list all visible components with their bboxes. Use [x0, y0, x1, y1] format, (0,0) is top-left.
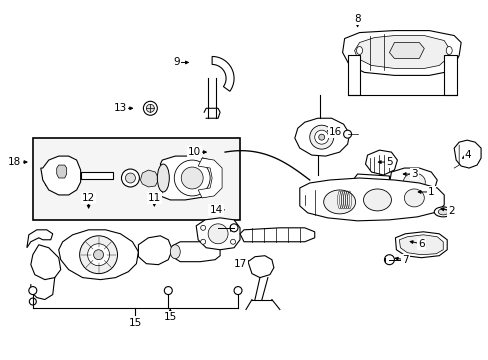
Polygon shape — [57, 165, 66, 178]
Ellipse shape — [29, 287, 37, 294]
Text: 8: 8 — [353, 14, 360, 24]
Ellipse shape — [121, 169, 139, 187]
Polygon shape — [196, 218, 240, 250]
Ellipse shape — [230, 225, 235, 230]
Ellipse shape — [234, 287, 242, 294]
Text: 11: 11 — [147, 193, 161, 203]
Text: 14: 14 — [209, 205, 222, 215]
Polygon shape — [347, 55, 359, 95]
Ellipse shape — [363, 189, 390, 211]
Polygon shape — [212, 57, 234, 91]
Text: 3: 3 — [410, 169, 417, 179]
Polygon shape — [365, 150, 397, 175]
Text: 9: 9 — [173, 58, 179, 67]
Ellipse shape — [174, 160, 210, 196]
Ellipse shape — [433, 207, 451, 217]
Text: 2: 2 — [447, 206, 453, 216]
Bar — [33, 138, 240, 220]
Polygon shape — [453, 140, 480, 168]
Polygon shape — [27, 230, 53, 248]
Ellipse shape — [229, 224, 238, 232]
Polygon shape — [59, 230, 138, 280]
Text: 13: 13 — [114, 103, 127, 113]
Polygon shape — [388, 42, 424, 58]
Ellipse shape — [437, 209, 447, 215]
Ellipse shape — [384, 255, 394, 265]
Ellipse shape — [200, 225, 205, 230]
Ellipse shape — [93, 250, 103, 260]
Ellipse shape — [143, 101, 157, 115]
Ellipse shape — [80, 236, 117, 274]
Text: 6: 6 — [417, 239, 424, 249]
Ellipse shape — [208, 224, 227, 244]
Polygon shape — [342, 31, 460, 75]
Polygon shape — [299, 178, 443, 221]
Text: 12: 12 — [82, 193, 95, 203]
Ellipse shape — [87, 244, 109, 266]
Ellipse shape — [314, 130, 328, 144]
Polygon shape — [41, 156, 81, 195]
Text: 10: 10 — [187, 147, 201, 157]
Ellipse shape — [343, 130, 351, 138]
Ellipse shape — [157, 164, 169, 192]
Text: 18: 18 — [8, 157, 21, 167]
Polygon shape — [172, 242, 220, 262]
Polygon shape — [354, 36, 448, 68]
Polygon shape — [354, 174, 388, 186]
Ellipse shape — [164, 287, 172, 294]
Ellipse shape — [309, 125, 333, 149]
Polygon shape — [247, 256, 273, 278]
Ellipse shape — [146, 104, 154, 112]
Ellipse shape — [125, 173, 135, 183]
Ellipse shape — [356, 46, 362, 54]
Polygon shape — [443, 55, 456, 95]
Polygon shape — [388, 168, 436, 196]
Text: 4: 4 — [464, 150, 470, 160]
Ellipse shape — [230, 239, 235, 244]
Ellipse shape — [200, 239, 205, 244]
Bar — [81, 172, 112, 179]
Text: 15: 15 — [163, 312, 177, 323]
Polygon shape — [160, 156, 220, 200]
Text: 7: 7 — [401, 255, 408, 265]
Ellipse shape — [403, 173, 425, 191]
Ellipse shape — [446, 46, 451, 54]
Text: 1: 1 — [427, 187, 434, 197]
Polygon shape — [198, 158, 222, 198]
Polygon shape — [31, 245, 61, 280]
Ellipse shape — [181, 167, 203, 189]
Polygon shape — [138, 236, 172, 265]
Polygon shape — [240, 228, 314, 242]
Ellipse shape — [323, 190, 355, 214]
Ellipse shape — [404, 189, 424, 207]
Ellipse shape — [29, 298, 36, 305]
Polygon shape — [395, 232, 447, 258]
Ellipse shape — [318, 134, 324, 140]
Text: 15: 15 — [128, 319, 142, 328]
Polygon shape — [140, 170, 157, 187]
Polygon shape — [294, 118, 349, 156]
Text: 16: 16 — [328, 127, 342, 137]
Text: 17: 17 — [233, 259, 246, 269]
Text: 5: 5 — [386, 157, 392, 167]
Ellipse shape — [170, 245, 180, 259]
Polygon shape — [399, 235, 442, 255]
